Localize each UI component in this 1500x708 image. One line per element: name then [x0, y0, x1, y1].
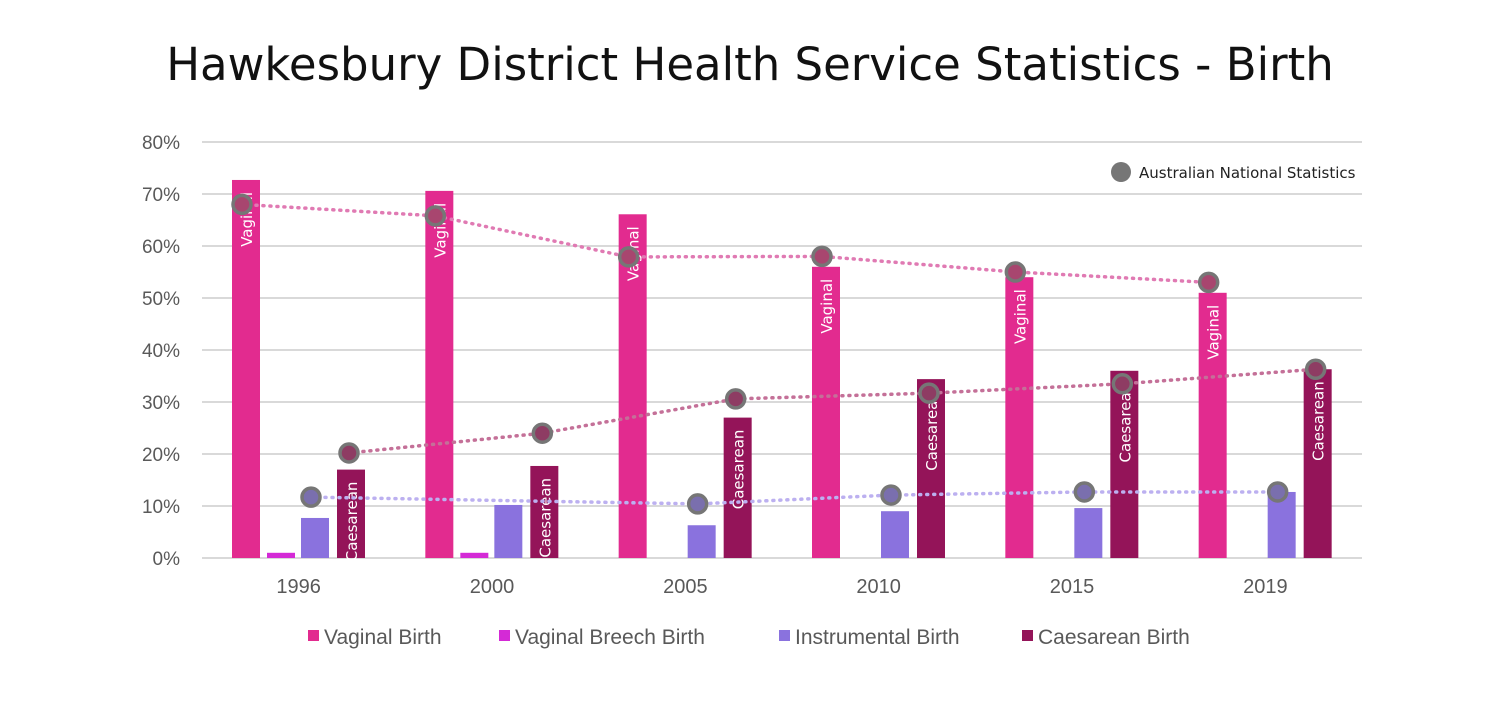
national-marker	[1304, 358, 1327, 380]
bar-caesarean-birth	[723, 417, 752, 558]
y-tick-label: 0%	[153, 549, 181, 570]
bar-caesarean-birth	[1110, 370, 1139, 558]
y-tick-label: 80%	[142, 133, 180, 154]
bar-vaginal-breech-birth	[267, 552, 295, 558]
national-trend-line	[347, 367, 1318, 455]
bar-vaginal-birth	[232, 179, 260, 558]
national-marker	[724, 388, 747, 410]
national-marker	[918, 382, 940, 404]
legend-swatch	[308, 630, 319, 641]
y-tick-label: 40%	[142, 341, 180, 362]
national-marker	[1004, 261, 1027, 283]
y-tick-label: 50%	[142, 289, 180, 310]
x-tick-label: 2019	[1243, 576, 1288, 598]
x-tick-label: 1996	[276, 576, 321, 598]
legend-label-national: Australian National Statistics	[1139, 164, 1356, 182]
x-tick-label: 2015	[1050, 576, 1095, 598]
legend-swatch	[1022, 630, 1033, 641]
y-tick-label: 60%	[142, 237, 180, 258]
x-tick-label: 2000	[470, 576, 515, 598]
y-tick-label: 70%	[142, 185, 180, 206]
national-marker	[617, 246, 640, 268]
bar-vaginal-birth	[1005, 277, 1034, 558]
national-marker	[338, 442, 360, 464]
bar-instrumental-birth	[1074, 508, 1103, 558]
x-tick-label: 2005	[663, 576, 708, 598]
national-trend-line	[240, 202, 1211, 285]
national-marker	[531, 422, 554, 444]
bar-instrumental-birth	[494, 504, 523, 558]
bar-vaginal-birth	[425, 190, 454, 558]
legend-label: Vaginal Breech Birth	[515, 626, 705, 649]
bar-instrumental-birth	[1267, 491, 1296, 558]
bar-data-label: Vaginal	[818, 279, 836, 334]
bar-data-label: Caesarean	[1310, 381, 1328, 461]
national-marker	[231, 193, 253, 216]
bar-caesarean-birth	[1303, 369, 1332, 558]
y-tick-label: 10%	[142, 497, 180, 518]
legend-label: Instrumental Birth	[795, 626, 960, 649]
bar-instrumental-birth	[881, 511, 909, 558]
legend-swatch	[779, 630, 790, 641]
legend-swatch	[499, 630, 510, 641]
bar-vaginal-birth	[1198, 292, 1227, 558]
bar-vaginal-birth	[812, 266, 840, 558]
legend-marker-national	[1111, 162, 1131, 182]
bar-data-label: Vaginal	[1205, 305, 1223, 360]
bar-vaginal-breech-birth	[460, 552, 489, 558]
bar-data-label: Caesarean	[730, 430, 748, 510]
national-marker	[1111, 373, 1134, 395]
national-marker	[424, 205, 447, 227]
bar-caesarean-birth	[337, 469, 365, 558]
national-marker	[1266, 481, 1289, 503]
bar-vaginal-birth	[618, 214, 647, 558]
national-marker	[1197, 271, 1220, 294]
chart-title: Hawkesbury District Health Service Stati…	[166, 38, 1334, 91]
national-marker	[880, 484, 902, 506]
y-tick-label: 20%	[142, 445, 180, 466]
national-marker	[1073, 481, 1096, 503]
bar-data-label: Caesarean	[1116, 383, 1134, 463]
y-tick-label: 30%	[142, 393, 180, 414]
bar-data-label: Vaginal	[1011, 289, 1029, 344]
x-tick-label: 2010	[856, 576, 901, 598]
national-marker	[686, 493, 709, 515]
bar-data-label: Caesarean	[536, 478, 554, 558]
bar-caesarean-birth	[917, 379, 945, 558]
national-marker	[300, 486, 322, 508]
bar-data-label: Caesarean	[343, 482, 361, 562]
bar-data-label: Caesarean	[923, 391, 941, 471]
legend-label: Vaginal Birth	[324, 626, 442, 649]
legend-label: Caesarean Birth	[1038, 626, 1190, 649]
bar-instrumental-birth	[687, 525, 716, 558]
bar-instrumental-birth	[301, 517, 329, 558]
bar-caesarean-birth	[530, 465, 559, 558]
national-marker	[811, 245, 833, 268]
